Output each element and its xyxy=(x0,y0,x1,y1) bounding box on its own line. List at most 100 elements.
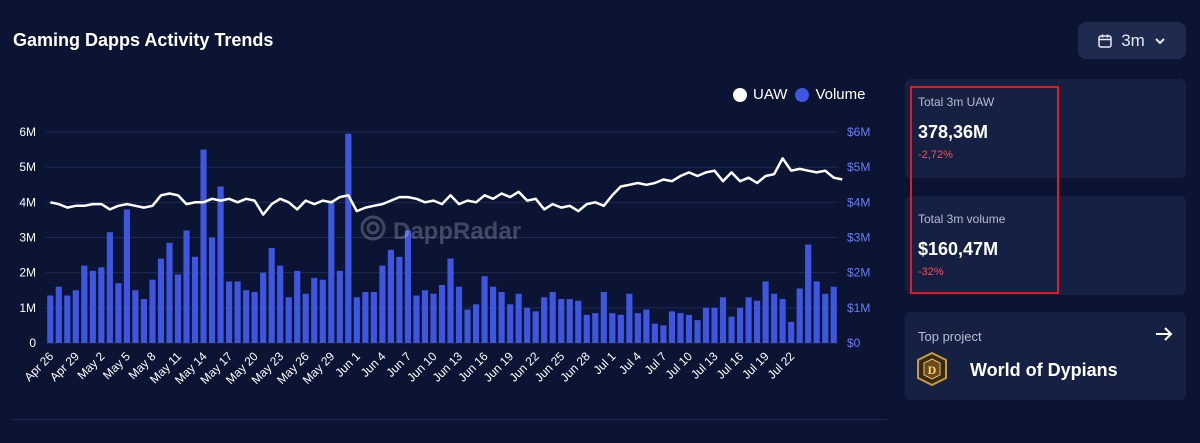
volume-bar xyxy=(736,307,744,343)
volume-bar xyxy=(575,300,582,343)
volume-bar xyxy=(217,186,224,343)
dappradar-watermark: DappRadar xyxy=(359,214,521,249)
volume-bar xyxy=(149,279,156,343)
x-tick-label: Jul 19 xyxy=(739,349,772,382)
x-tick-label: Jul 13 xyxy=(688,349,721,382)
volume-bar xyxy=(541,297,548,343)
uaw-line xyxy=(50,157,843,216)
volume-bar xyxy=(728,316,735,343)
chart-legend: UAW Volume xyxy=(733,86,866,103)
top-project-card[interactable]: Top project D World of Dypians xyxy=(905,312,1186,400)
legend-uaw-label: UAW xyxy=(753,86,788,103)
volume-bar xyxy=(183,230,190,343)
volume-bar xyxy=(336,270,343,343)
y-tick-left: 1M xyxy=(19,301,36,315)
legend-uaw[interactable]: UAW xyxy=(733,86,787,103)
legend-uaw-dot xyxy=(733,87,747,102)
volume-bar xyxy=(507,304,514,343)
volume-bar xyxy=(234,281,241,343)
top-project-name[interactable]: World of Dypians xyxy=(970,360,1118,380)
x-tick-label: Jul 1 xyxy=(591,349,619,377)
volume-bar xyxy=(524,307,531,343)
volume-bar xyxy=(226,281,233,343)
volume-bar xyxy=(379,265,386,343)
x-tick-label: Jun 4 xyxy=(358,349,389,380)
volume-bar xyxy=(830,286,837,343)
x-tick-label: Jun 1 xyxy=(332,349,363,380)
legend-volume-label: Volume xyxy=(815,86,866,103)
volume-bar xyxy=(643,309,650,343)
period-label: 3m xyxy=(1121,30,1145,50)
volume-bar xyxy=(660,325,667,343)
volume-bar xyxy=(455,286,463,343)
volume-bar xyxy=(719,297,727,343)
volume-bar xyxy=(626,293,633,343)
volume-bar xyxy=(362,292,369,343)
volume-bar xyxy=(805,244,812,343)
volume-bar xyxy=(566,299,573,343)
volume-bar xyxy=(413,295,420,343)
y-tick-left: 2M xyxy=(19,266,36,280)
volume-bar xyxy=(72,290,79,343)
y-tick-right: $4M xyxy=(847,195,870,209)
volume-bar xyxy=(515,293,522,343)
legend-volume[interactable]: Volume xyxy=(795,86,866,103)
volume-bar xyxy=(353,297,360,343)
volume-bar xyxy=(302,293,309,343)
volume-bar xyxy=(558,299,565,343)
volume-bar xyxy=(277,265,284,343)
arrow-right-icon[interactable] xyxy=(1154,324,1174,349)
x-tick-label: Jul 10 xyxy=(663,349,696,382)
page-title: Gaming Dapps Activity Trends xyxy=(13,30,274,50)
x-tick-label: Jun 28 xyxy=(558,349,594,385)
period-selector[interactable]: 3m xyxy=(1078,22,1186,59)
total-uaw-change: -2,72% xyxy=(918,149,953,161)
x-tick-label: Jul 16 xyxy=(714,349,747,382)
volume-bar xyxy=(345,133,352,343)
volume-bar xyxy=(200,149,207,343)
volume-bar xyxy=(592,313,599,343)
volume-bar xyxy=(294,270,301,343)
volume-bar xyxy=(702,307,710,343)
volume-bar xyxy=(788,321,795,343)
volume-bar xyxy=(447,258,454,343)
volume-bar xyxy=(55,286,62,343)
volume-bar xyxy=(771,293,778,343)
volume-bar xyxy=(609,313,616,343)
total-volume-change: -32% xyxy=(918,266,944,278)
volume-bar xyxy=(668,311,676,343)
x-tick-label: Jul 22 xyxy=(765,349,798,382)
volume-bar xyxy=(157,258,165,343)
volume-bar xyxy=(677,313,684,343)
volume-bar xyxy=(396,256,403,343)
y-tick-left: 6M xyxy=(19,125,36,139)
volume-bar xyxy=(745,297,752,343)
volume-bar xyxy=(328,200,335,343)
volume-bar xyxy=(532,311,539,343)
volume-bar xyxy=(796,288,803,343)
y-tick-right: $3M xyxy=(847,231,870,245)
volume-bar xyxy=(260,272,267,343)
volume-bar xyxy=(464,309,471,343)
volume-bar xyxy=(319,279,326,343)
y-tick-right: $2M xyxy=(847,266,870,280)
volume-bar xyxy=(481,276,488,343)
total-uaw-label: Total 3m UAW xyxy=(918,95,995,109)
volume-bar xyxy=(89,270,96,343)
volume-bar xyxy=(370,292,377,343)
volume-bar xyxy=(311,277,318,343)
x-tick-label: May 2 xyxy=(74,349,107,382)
volume-bar xyxy=(191,256,199,343)
volume-bar xyxy=(711,307,718,343)
volume-bar xyxy=(617,314,624,343)
volume-bar xyxy=(251,292,258,343)
divider xyxy=(12,419,887,420)
volume-bar xyxy=(438,284,446,343)
total-volume-value: $160,47M xyxy=(918,239,999,259)
world-of-dypians-logo-icon: D xyxy=(917,351,947,387)
x-tick-label: Apr 29 xyxy=(47,349,82,384)
volume-bar xyxy=(64,295,71,343)
volume-bar xyxy=(472,304,480,343)
volume-bar xyxy=(813,281,820,343)
volume-bar xyxy=(285,297,292,343)
